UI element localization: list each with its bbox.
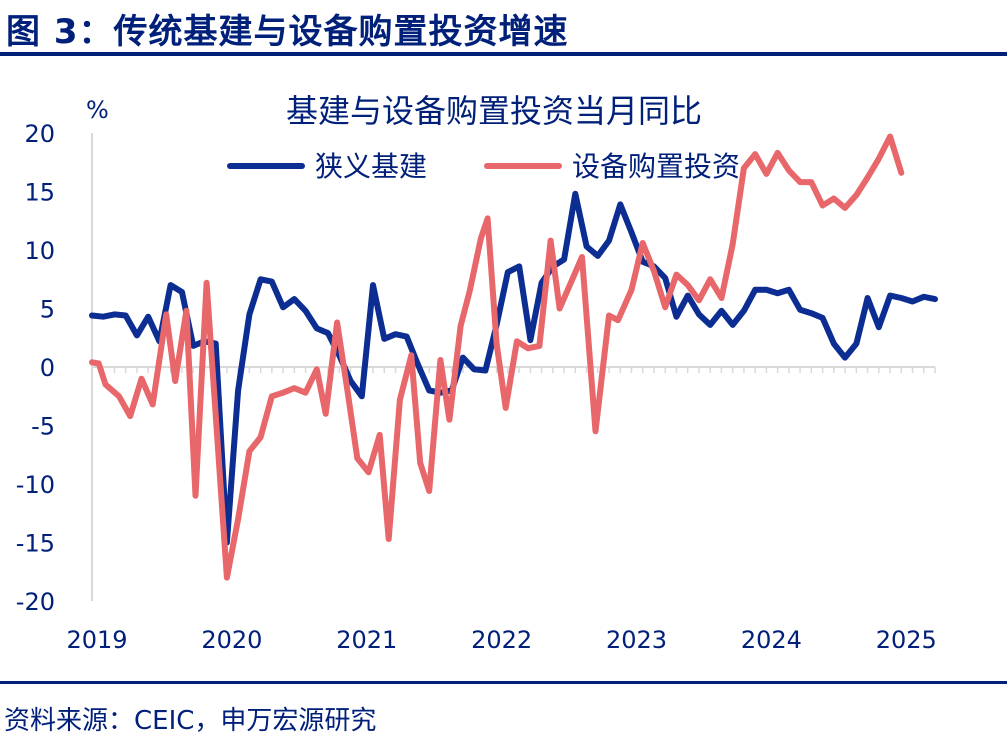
x-tick-label: 2020 (201, 626, 262, 654)
source-note: 资料来源：CEIC，申万宏源研究 (4, 706, 377, 736)
y-tick-label: 10 (24, 237, 55, 265)
line-chart: 20 15 10 5 0 -5 -10 -15 -20 2019 2020 2021 2022 2023 2… (16, 92, 938, 654)
x-tick-label: 2025 (876, 626, 937, 654)
y-tick-label: 5 (40, 296, 55, 324)
legend-label: 设备购置投资 (572, 150, 740, 183)
y-tick-label: 0 (40, 354, 55, 382)
y-unit-label: % (86, 96, 109, 124)
series-line-equipment (89, 133, 905, 581)
chart-legend: 狭义基建 设备购置投资 (227, 150, 740, 183)
figure-title: 图 3：传统基建与设备购置投资增速 (6, 12, 569, 52)
series-lines (89, 133, 938, 581)
y-tick-label: -20 (16, 588, 55, 616)
x-tick-label: 2023 (606, 626, 667, 654)
top-rule (0, 52, 1007, 56)
y-tick-label: -15 (16, 530, 55, 558)
y-tick-label: 20 (24, 120, 55, 148)
legend-label: 狭义基建 (315, 150, 427, 183)
x-tick-label: 2021 (336, 626, 397, 654)
y-tick-label: -5 (31, 413, 55, 441)
chart-title: 基建与设备购置投资当月同比 (286, 92, 702, 130)
y-tick-label: -10 (16, 471, 55, 499)
tick-labels: 20 15 10 5 0 -5 -10 -15 -20 2019 2020 2021 2022 2023 2… (16, 120, 937, 654)
series-line-infrastructure (89, 190, 938, 546)
bottom-rule (0, 681, 1007, 684)
x-tick-label: 2019 (66, 626, 127, 654)
x-tick-label: 2024 (741, 626, 802, 654)
x-tick-label: 2022 (471, 626, 532, 654)
y-tick-label: 15 (24, 179, 55, 207)
